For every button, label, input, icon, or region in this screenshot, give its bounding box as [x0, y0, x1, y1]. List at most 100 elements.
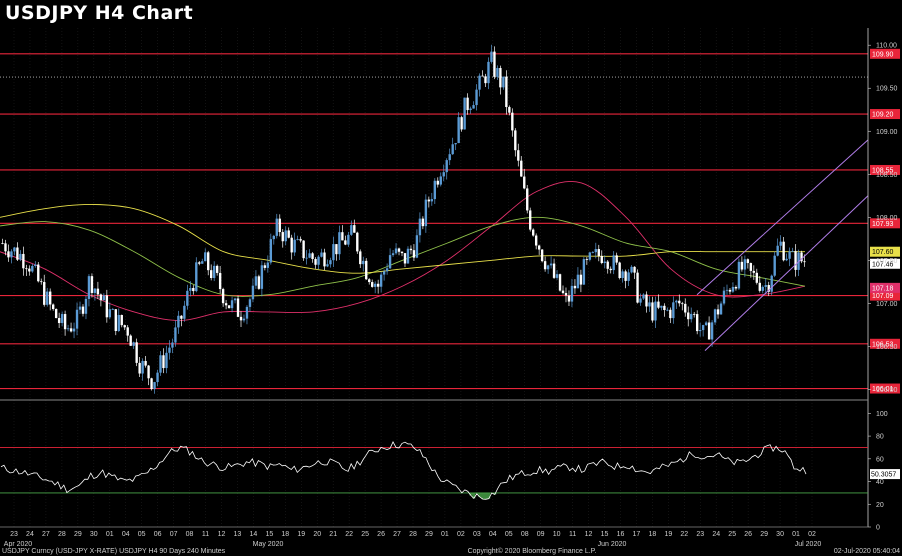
candle-body	[16, 247, 19, 260]
candle-body	[230, 300, 234, 309]
price-axis: 110.00109.50109.00108.50108.00107.50107.…	[0, 28, 898, 528]
candle	[99, 293, 103, 307]
candle	[37, 261, 40, 283]
candle	[678, 294, 681, 307]
candle	[195, 257, 198, 293]
current-price-label: 107.46	[872, 261, 894, 268]
candle-body	[517, 150, 520, 161]
y-tick-label: 107.50	[876, 258, 898, 265]
candle-body	[1, 243, 4, 244]
candle	[230, 296, 234, 313]
candle	[609, 266, 612, 274]
x-tick-label: 11	[202, 531, 209, 538]
candle-body	[436, 180, 439, 185]
candle-body	[177, 315, 180, 328]
candle	[308, 249, 311, 259]
candle	[406, 246, 410, 264]
candle-body	[749, 263, 753, 271]
candle-body	[19, 253, 22, 260]
candle	[600, 250, 603, 265]
candle-body	[588, 252, 592, 260]
candle-body	[698, 330, 702, 332]
candle	[505, 70, 508, 115]
candle	[117, 308, 120, 333]
candle-body	[433, 180, 436, 200]
candle	[663, 303, 666, 317]
x-tick-label: 08	[521, 531, 529, 538]
candle	[260, 260, 264, 297]
candle-body	[397, 248, 401, 252]
price-level-label: 108.55	[872, 167, 894, 174]
candle	[546, 264, 550, 274]
candle	[132, 341, 135, 349]
candle-body	[457, 117, 460, 144]
rsi-y-tick-label: 40	[876, 479, 884, 486]
x-tick-label: 28	[409, 531, 417, 538]
current-price-tag	[870, 282, 900, 293]
candle-body	[192, 287, 195, 292]
x-tick-label: 07	[170, 531, 178, 538]
candle-body	[537, 245, 541, 250]
candle	[791, 247, 794, 252]
candle-body	[445, 160, 448, 173]
candle	[412, 244, 416, 261]
candle	[31, 263, 34, 273]
candle-body	[487, 61, 490, 84]
candle-body	[278, 218, 281, 233]
candle	[388, 248, 392, 270]
rsi-panel: 100 80 60 40 20 0 50.3057	[0, 411, 900, 532]
candle	[329, 257, 332, 268]
candle-body	[102, 295, 106, 301]
candle	[687, 306, 690, 327]
candle-body	[210, 270, 213, 279]
candle-body	[529, 210, 532, 230]
rsi-y-tick-label: 100	[876, 411, 888, 418]
candle	[630, 265, 633, 274]
candle	[281, 229, 284, 248]
candle	[713, 308, 717, 325]
candle-body	[135, 342, 138, 363]
x-tick-label: 12	[218, 531, 226, 538]
candle	[144, 356, 147, 368]
candle	[233, 297, 237, 304]
candle-body	[7, 251, 10, 258]
candle-body	[710, 322, 714, 340]
candle	[350, 220, 353, 236]
candle-body	[156, 372, 159, 383]
moving-averages	[0, 180, 806, 322]
candle-body	[69, 328, 73, 332]
current-price-label: 107.18	[872, 285, 894, 292]
candle	[451, 137, 454, 155]
candle	[543, 256, 547, 272]
candle-body	[695, 314, 699, 332]
candle	[391, 249, 395, 257]
candle-body	[302, 240, 305, 259]
x-tick-label: 24	[26, 531, 34, 538]
candle-body	[162, 355, 165, 369]
candle	[719, 301, 723, 315]
candle-body	[505, 76, 508, 108]
candle-body	[737, 261, 741, 289]
x-tick-label: 21	[329, 531, 337, 538]
candle	[221, 287, 225, 307]
candle-body	[347, 234, 350, 245]
candle	[168, 340, 171, 360]
candle	[529, 207, 532, 232]
candle	[520, 156, 523, 177]
candle	[102, 293, 106, 301]
candle-body	[251, 285, 255, 300]
candle	[120, 314, 123, 328]
candle-body	[600, 255, 603, 264]
y-tick-label: 108.50	[876, 172, 898, 179]
candle	[165, 345, 168, 374]
price-levels: 109.90109.20108.55107.93107.09106.53106.…	[0, 48, 900, 394]
x-tick-label: 23	[10, 531, 18, 538]
candle	[475, 84, 478, 111]
candle	[418, 212, 422, 243]
candle-body	[99, 294, 103, 301]
candle-body	[281, 232, 284, 242]
candle	[770, 274, 773, 296]
candle	[582, 257, 586, 286]
candle-body	[60, 314, 64, 324]
x-tick-label: 01	[792, 531, 800, 538]
